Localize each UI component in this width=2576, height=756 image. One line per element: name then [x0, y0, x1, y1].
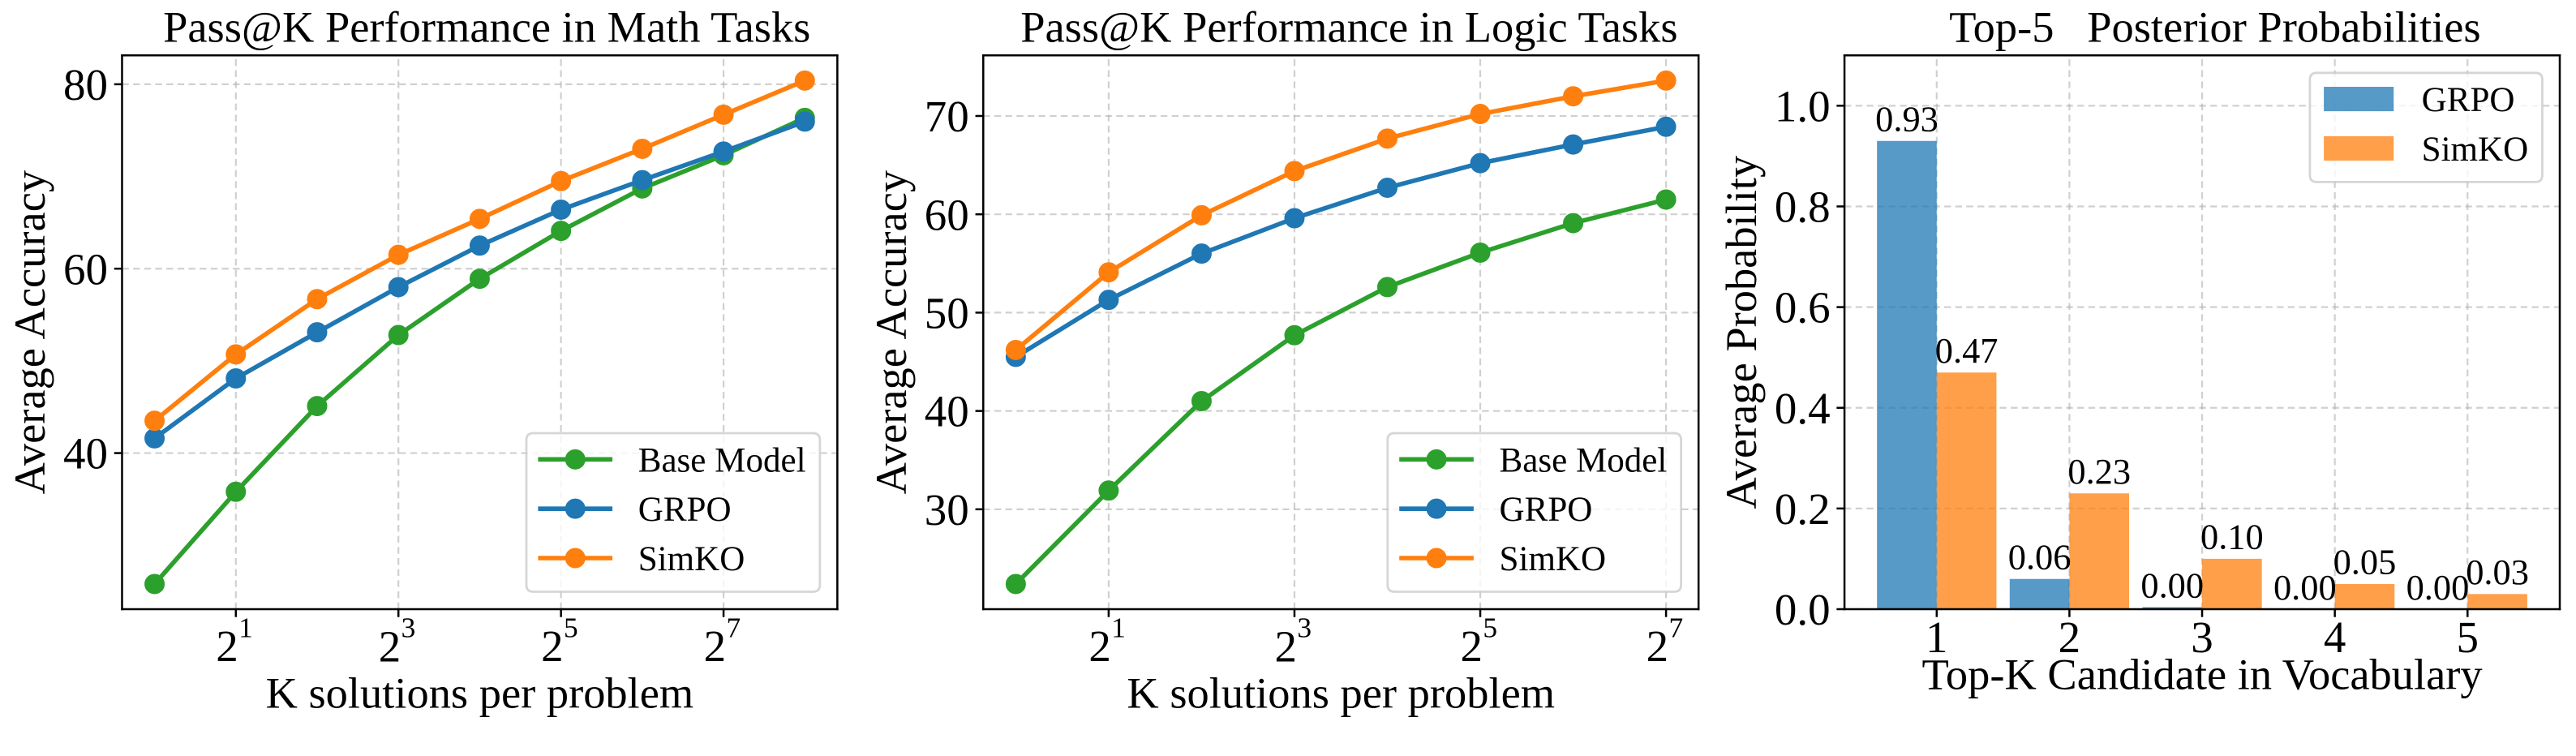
svg-text:0.6: 0.6 [1775, 283, 1831, 333]
svg-text:0.03: 0.03 [2466, 552, 2529, 592]
svg-text:0.47: 0.47 [1935, 330, 1999, 371]
svg-text:Pass@K Performance in Logic Ta: Pass@K Performance in Logic Tasks [1020, 2, 1677, 52]
svg-text:2 7: 2 7 [1646, 612, 1684, 671]
svg-text:0.2: 0.2 [1775, 484, 1831, 534]
svg-text:GRPO: GRPO [638, 491, 732, 529]
svg-text:0.00: 0.00 [2273, 567, 2337, 608]
svg-text:Base Model: Base Model [1500, 441, 1668, 479]
svg-text:40: 40 [925, 387, 969, 436]
svg-text:Pass@K Performance in Math Tas: Pass@K Performance in Math Tasks [163, 2, 810, 52]
svg-text:2 1: 2 1 [216, 612, 253, 672]
svg-text:2: 2 [2059, 612, 2081, 662]
svg-text:Average Probability: Average Probability [1716, 156, 1766, 509]
svg-text:60: 60 [925, 190, 969, 239]
svg-text:SimKO: SimKO [2422, 131, 2529, 169]
svg-text:30: 30 [925, 485, 969, 535]
svg-text:0.93: 0.93 [1875, 99, 1938, 140]
svg-text:40: 40 [63, 429, 108, 479]
svg-text:Top-K Candidate in Vocabulary: Top-K Candidate in Vocabulary [1921, 649, 2482, 698]
svg-text:Top-5 Posterior Probabilitie: Top-5 Posterior Probabilities [1949, 2, 2480, 52]
svg-text:Average Accuracy: Average Accuracy [5, 170, 54, 494]
svg-text:2 7: 2 7 [704, 612, 741, 671]
svg-text:50: 50 [925, 288, 969, 337]
svg-text:SimKO: SimKO [1500, 540, 1607, 578]
svg-text:3: 3 [2191, 612, 2213, 662]
svg-text:0.05: 0.05 [2333, 542, 2397, 582]
svg-text:0.0: 0.0 [1775, 585, 1831, 634]
svg-text:0.00: 0.00 [2406, 567, 2470, 608]
svg-text:GRPO: GRPO [1500, 491, 1593, 529]
svg-text:1: 1 [1926, 612, 1948, 662]
svg-text:70: 70 [925, 92, 969, 141]
svg-text:2 5: 2 5 [541, 612, 578, 671]
svg-text:2 3: 2 3 [1274, 612, 1312, 672]
svg-text:Average Accuracy: Average Accuracy [866, 170, 916, 494]
svg-text:2 3: 2 3 [379, 612, 416, 672]
svg-text:0.00: 0.00 [2140, 565, 2204, 605]
svg-text:5: 5 [2457, 612, 2479, 662]
svg-text:2 1: 2 1 [1088, 612, 1126, 672]
svg-text:0.23: 0.23 [2067, 451, 2131, 492]
svg-text:0.10: 0.10 [2200, 517, 2264, 557]
svg-text:K solutions per problem: K solutions per problem [266, 668, 694, 718]
svg-text:K solutions per problem: K solutions per problem [1127, 668, 1555, 718]
svg-text:0.8: 0.8 [1775, 183, 1831, 232]
svg-text:4: 4 [2324, 612, 2346, 662]
svg-text:60: 60 [63, 244, 108, 294]
svg-text:2 5: 2 5 [1461, 612, 1498, 671]
svg-text:0.4: 0.4 [1775, 384, 1831, 433]
svg-text:SimKO: SimKO [638, 540, 745, 578]
svg-text:80: 80 [63, 60, 108, 110]
svg-text:1.0: 1.0 [1775, 81, 1831, 131]
svg-text:GRPO: GRPO [2422, 81, 2515, 119]
svg-text:Base Model: Base Model [638, 441, 806, 479]
svg-text:0.06: 0.06 [2008, 537, 2072, 578]
